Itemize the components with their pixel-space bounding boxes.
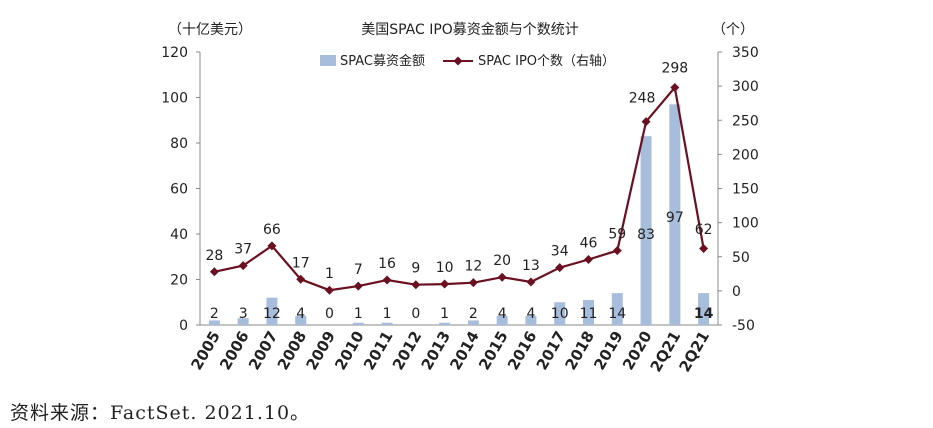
bar-value-label: 4 <box>498 306 507 322</box>
count-point-marker <box>209 267 219 277</box>
count-value-label: 248 <box>629 91 656 107</box>
count-value-label: 17 <box>292 255 310 271</box>
count-point-marker <box>612 246 622 256</box>
count-point-marker <box>468 278 478 288</box>
count-point-marker <box>641 117 651 127</box>
count-value-label: 7 <box>354 262 363 278</box>
count-point-marker <box>526 277 536 287</box>
count-value-label: 62 <box>695 222 713 238</box>
legend-line-marker <box>453 56 463 66</box>
right-axis-tick-label: 200 <box>732 147 759 163</box>
bar <box>208 320 220 325</box>
bar-value-label: 3 <box>239 306 248 322</box>
bar-value-label: 83 <box>637 227 655 243</box>
bar <box>266 297 278 325</box>
bar <box>698 293 710 325</box>
bar-value-label: 4 <box>526 306 535 322</box>
count-point-marker <box>296 274 306 284</box>
bar <box>583 299 594 325</box>
bar <box>640 136 652 325</box>
legend-line-label: SPAC IPO个数（右轴） <box>478 54 615 69</box>
left-axis-tick-label: 80 <box>170 136 188 152</box>
count-point-marker <box>555 263 565 273</box>
bar-value-label: 10 <box>551 306 569 322</box>
bar-value-label: 4 <box>296 306 305 322</box>
bar <box>669 104 681 325</box>
bar <box>352 322 364 325</box>
right-axis-tick-label: 350 <box>732 45 759 61</box>
legend-bar-label: SPAC募资金额 <box>340 53 425 69</box>
count-value-label: 59 <box>608 227 626 243</box>
bar <box>496 315 508 325</box>
count-point-marker <box>411 280 421 290</box>
bar-value-label: 0 <box>411 306 420 322</box>
left-axis-tick-label: 100 <box>161 91 188 107</box>
left-axis-tick-label: 20 <box>170 273 188 289</box>
chart-frame: 美国SPAC IPO募资金额与个数统计 （十亿美元） （个） 0 20 40 60 80 100… <box>161 22 759 375</box>
count-point-marker <box>353 281 363 291</box>
bar <box>237 318 249 325</box>
bar <box>439 322 451 325</box>
source-note: 资料来源：FactSet. 2021.10。 <box>10 402 311 424</box>
bar <box>295 315 307 325</box>
count-value-label: 298 <box>661 60 688 76</box>
count-value-label: 12 <box>464 259 482 275</box>
right-axis-tick-label: 50 <box>732 250 750 266</box>
bar-value-label: 1 <box>440 306 449 322</box>
count-value-label: 34 <box>551 244 569 260</box>
bar-value-label: 1 <box>383 306 392 322</box>
count-value-label: 10 <box>436 260 454 276</box>
right-axis-tick-label: 150 <box>732 182 759 198</box>
left-axis-unit: （十亿美元） <box>168 22 252 38</box>
bar-value-label: 11 <box>580 306 598 322</box>
left-axis-tick-label: 40 <box>170 227 188 243</box>
count-point-marker <box>325 285 334 295</box>
left-axis-tick-label: 0 <box>179 318 188 334</box>
count-point-marker <box>382 275 392 285</box>
count-value-label: 37 <box>234 242 252 258</box>
count-point-marker <box>584 254 593 264</box>
count-point-marker <box>238 261 248 271</box>
count-value-label: 1 <box>325 266 334 282</box>
bar-value-label: 0 <box>325 306 334 322</box>
x-axis-category-label: 2Q21 <box>675 328 713 375</box>
count-value-label: 66 <box>263 222 281 238</box>
count-point-marker <box>670 82 680 92</box>
bar <box>525 315 537 325</box>
count-point-marker <box>440 279 450 289</box>
count-point-marker <box>267 241 277 251</box>
bar <box>554 302 566 325</box>
chart-title: 美国SPAC IPO募资金额与个数统计 <box>361 22 579 38</box>
right-axis-unit: （个） <box>712 22 754 38</box>
count-series-line <box>214 84 705 292</box>
count-value-label: 28 <box>205 248 223 264</box>
left-axis-tick-label: 120 <box>161 45 188 61</box>
count-value-label: 13 <box>522 258 540 274</box>
right-axis-tick-label: -50 <box>732 318 755 334</box>
count-point-marker <box>497 272 507 282</box>
bar-value-label: 1 <box>354 306 363 322</box>
chart: 美国SPAC IPO募资金额与个数统计（十亿美元） （个）020406080100… <box>161 22 759 375</box>
bar <box>611 293 623 325</box>
count-point-marker <box>699 244 709 254</box>
bar-value-label: 14 <box>694 306 714 322</box>
right-axis-tick-label: 300 <box>732 79 759 95</box>
bar-value-label: 2 <box>210 306 219 322</box>
bar-value-label: 97 <box>666 210 684 226</box>
bar <box>467 320 479 325</box>
left-axis-tick-label: 60 <box>170 182 188 198</box>
count-value-label: 9 <box>411 261 420 277</box>
right-axis-tick-label: 100 <box>732 216 759 232</box>
count-value-label: 46 <box>580 235 598 251</box>
bar <box>381 322 393 325</box>
bar-value-label: 12 <box>263 306 281 322</box>
count-value-label: 20 <box>493 253 511 269</box>
bar-value-label: 2 <box>469 306 478 322</box>
legend-bar-swatch <box>320 55 336 66</box>
right-axis-tick-label: 250 <box>732 113 759 129</box>
count-value-label: 16 <box>378 256 396 272</box>
right-axis-tick-label: 0 <box>732 284 741 300</box>
bar-value-label: 14 <box>608 306 626 322</box>
